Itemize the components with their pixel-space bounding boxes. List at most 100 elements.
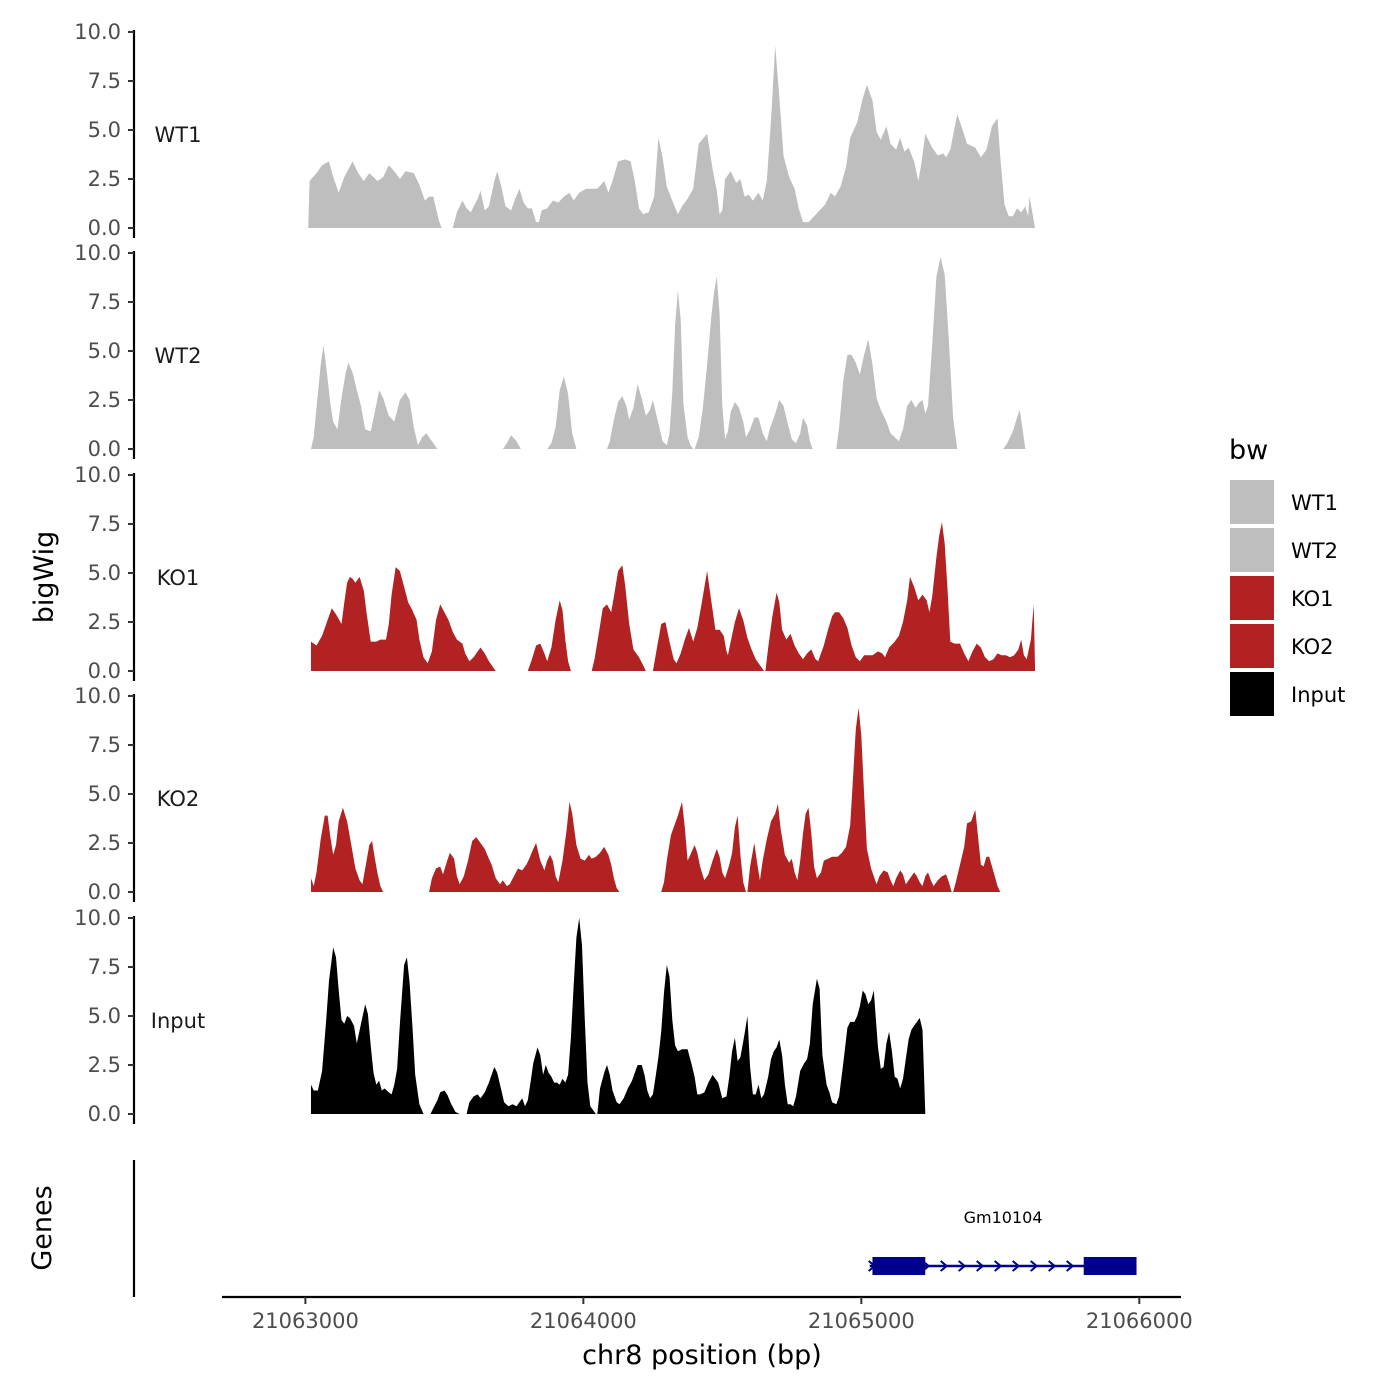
coverage-area-ko2 bbox=[953, 809, 1001, 892]
y-tick-label: 7.5 bbox=[88, 69, 121, 93]
legend-entries: WT1 WT2 KO1 KO2 Input bbox=[1230, 480, 1345, 716]
track-label: WT1 bbox=[155, 123, 202, 147]
y-tick-label: 5.0 bbox=[88, 561, 121, 585]
y-tick-label: 7.5 bbox=[88, 955, 121, 979]
coverage-area-input bbox=[466, 918, 596, 1114]
gene-gm10104: Gm10104 bbox=[868, 1208, 1137, 1275]
strand-arrow bbox=[958, 1260, 967, 1272]
track-wt1: 0.0 2.5 5.0 7.5 10.0 WT1 bbox=[74, 20, 1036, 240]
y-tick-label: 0.0 bbox=[88, 659, 121, 683]
x-tick-label: 21066000 bbox=[1086, 1309, 1193, 1333]
coverage-area-wt1 bbox=[452, 45, 1036, 229]
legend-label: Input bbox=[1291, 683, 1345, 707]
x-axis-title: chr8 position (bp) bbox=[582, 1340, 822, 1371]
coverage-area-wt1 bbox=[308, 161, 442, 228]
track-ko2: 0.0 2.5 5.0 7.5 10.0 KO2 bbox=[74, 684, 1001, 904]
coverage-area-ko2 bbox=[311, 807, 384, 892]
strand-arrow bbox=[1030, 1260, 1039, 1272]
genes-track-title: Genes bbox=[27, 1185, 58, 1270]
coverage-area-ko2 bbox=[747, 707, 952, 892]
legend-item-wt2: WT2 bbox=[1230, 528, 1338, 572]
y-tick-label: 10.0 bbox=[74, 20, 121, 44]
legend-swatch bbox=[1230, 624, 1274, 668]
y-tick-label: 10.0 bbox=[74, 684, 121, 708]
x-tick-label: 21065000 bbox=[808, 1309, 915, 1333]
track-label: WT2 bbox=[155, 344, 202, 368]
x-tick-label: 21063000 bbox=[252, 1309, 359, 1333]
coverage-area-ko2 bbox=[661, 801, 746, 892]
y-tick-label: 7.5 bbox=[88, 733, 121, 757]
x-axis: 21063000 21064000 21065000 21066000 bbox=[222, 1295, 1193, 1333]
y-tick-label: 7.5 bbox=[88, 290, 121, 314]
track-input: 0.0 2.5 5.0 7.5 10.0 Input bbox=[74, 906, 926, 1126]
y-tick-label: 2.5 bbox=[88, 831, 121, 855]
track-label: KO1 bbox=[157, 566, 200, 590]
coverage-area-ko1 bbox=[311, 567, 496, 671]
track-label: Input bbox=[151, 1009, 205, 1033]
strand-arrow bbox=[994, 1260, 1003, 1272]
legend: bw WT1 WT2 KO1 KO2 Input bbox=[1229, 435, 1345, 716]
gene-exon bbox=[1083, 1257, 1137, 1275]
gene-exon bbox=[872, 1257, 926, 1275]
y-axis-title: bigWig bbox=[29, 531, 60, 624]
genes-track: Gm10104 bbox=[132, 1160, 1137, 1297]
y-tick-label: 0.0 bbox=[88, 216, 121, 240]
legend-swatch bbox=[1230, 576, 1274, 620]
coverage-area-ko1 bbox=[765, 522, 1036, 671]
gene-label: Gm10104 bbox=[964, 1208, 1043, 1227]
coverage-area-input bbox=[597, 965, 926, 1114]
y-tick-label: 7.5 bbox=[88, 512, 121, 536]
y-tick-label: 2.5 bbox=[88, 167, 121, 191]
y-tick-label: 5.0 bbox=[88, 782, 121, 806]
y-tick-label: 10.0 bbox=[74, 906, 121, 930]
coverage-area-input bbox=[430, 1090, 460, 1114]
x-tick-label: 21064000 bbox=[530, 1309, 637, 1333]
y-tick-label: 2.5 bbox=[88, 388, 121, 412]
coverage-area-ko1 bbox=[591, 565, 646, 671]
y-tick-label: 0.0 bbox=[88, 1102, 121, 1126]
coverage-area-input bbox=[311, 947, 424, 1114]
coverage-area-wt2 bbox=[311, 345, 438, 449]
y-tick-label: 2.5 bbox=[88, 1053, 121, 1077]
legend-item-ko2: KO2 bbox=[1230, 624, 1334, 668]
coverage-area-wt2 bbox=[836, 256, 958, 449]
strand-arrow bbox=[976, 1260, 985, 1272]
bigwig-tracks: 0.02.55.07.510.0WT10.02.55.07.510.0WT20.… bbox=[74, 20, 1036, 1126]
coverage-area-wt2 bbox=[607, 290, 694, 449]
legend-label: KO1 bbox=[1291, 587, 1334, 611]
coverage-area-wt2 bbox=[1003, 409, 1026, 449]
legend-item-wt1: WT1 bbox=[1230, 480, 1338, 524]
legend-label: WT1 bbox=[1291, 491, 1338, 515]
y-tick-label: 10.0 bbox=[74, 463, 121, 487]
legend-label: WT2 bbox=[1291, 539, 1338, 563]
legend-title: bw bbox=[1229, 435, 1268, 466]
y-tick-label: 0.0 bbox=[88, 880, 121, 904]
coverage-area-wt2 bbox=[694, 276, 813, 449]
y-tick-label: 5.0 bbox=[88, 339, 121, 363]
coverage-area-wt2 bbox=[547, 376, 577, 449]
legend-label: KO2 bbox=[1291, 635, 1334, 659]
y-tick-label: 0.0 bbox=[88, 437, 121, 461]
y-tick-label: 10.0 bbox=[74, 241, 121, 265]
coverage-area-ko2 bbox=[429, 801, 620, 892]
legend-item-ko1: KO1 bbox=[1230, 576, 1334, 620]
strand-arrow bbox=[1012, 1260, 1021, 1272]
legend-swatch bbox=[1230, 672, 1274, 716]
coverage-area-ko1 bbox=[652, 571, 764, 671]
y-tick-label: 5.0 bbox=[88, 1004, 121, 1028]
strand-arrow bbox=[1066, 1260, 1075, 1272]
coverage-area-wt2 bbox=[502, 435, 521, 449]
track-label: KO2 bbox=[157, 787, 200, 811]
track-ko1: 0.0 2.5 5.0 7.5 10.0 KO1 bbox=[74, 463, 1036, 683]
strand-arrow bbox=[940, 1260, 949, 1272]
track-wt2: 0.0 2.5 5.0 7.5 10.0 WT2 bbox=[74, 241, 1026, 461]
strand-arrow bbox=[1048, 1260, 1057, 1272]
legend-item-input: Input bbox=[1230, 672, 1345, 716]
y-tick-label: 2.5 bbox=[88, 610, 121, 634]
coverage-area-ko1 bbox=[527, 600, 571, 671]
legend-swatch bbox=[1230, 480, 1274, 524]
y-tick-label: 5.0 bbox=[88, 118, 121, 142]
legend-swatch bbox=[1230, 528, 1274, 572]
